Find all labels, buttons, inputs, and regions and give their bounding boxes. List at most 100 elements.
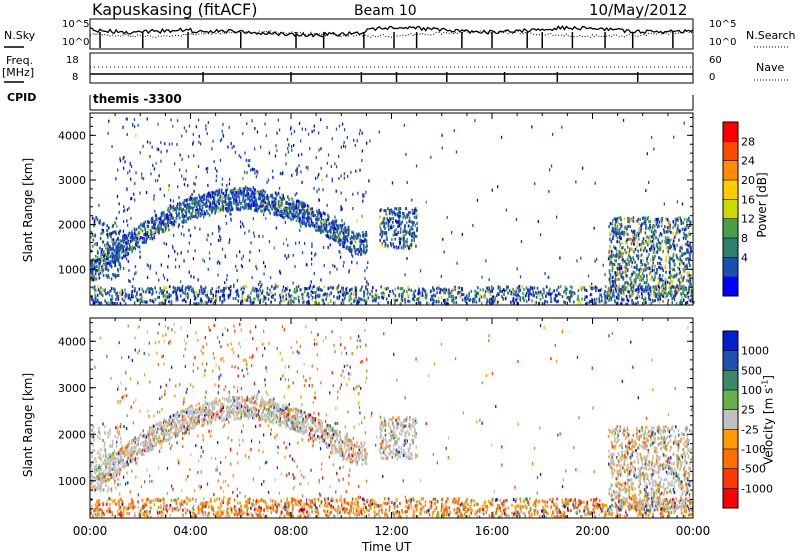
power-cell — [221, 247, 224, 251]
power-cell — [667, 250, 669, 253]
power-cell — [333, 238, 336, 242]
power-cell — [605, 300, 608, 304]
nave-label: Nave — [756, 61, 785, 74]
power-cell — [392, 220, 394, 224]
power-cell — [237, 299, 239, 303]
power-cell — [610, 232, 612, 236]
power-cell — [525, 292, 528, 295]
power-cell — [633, 288, 635, 292]
power-cell — [142, 300, 144, 304]
power-cell — [367, 261, 369, 265]
chart-title: Kapuskasing (fitACF) — [92, 0, 258, 19]
power-cell — [246, 171, 248, 175]
power-cell — [94, 274, 97, 278]
power-cell — [352, 254, 354, 258]
power-cell — [169, 204, 171, 208]
power-cell — [219, 227, 221, 231]
power-cell — [95, 269, 97, 273]
power-cell — [299, 204, 302, 208]
power-cell — [416, 228, 418, 232]
power-cell — [452, 294, 455, 298]
power-cell — [612, 289, 614, 293]
power-cell — [358, 296, 360, 300]
power-cell — [455, 301, 458, 305]
power-cell — [233, 144, 235, 148]
power-cell — [286, 138, 289, 141]
power-cell — [556, 288, 558, 292]
power-cell — [193, 205, 196, 209]
power-cell — [680, 285, 683, 289]
power-cell — [635, 283, 637, 287]
power-cell — [104, 267, 107, 271]
power-cell — [97, 288, 100, 292]
power-cell — [352, 207, 354, 210]
power-cell — [130, 177, 132, 181]
power-cell — [614, 227, 617, 231]
power-cell — [671, 266, 673, 270]
power-cell — [189, 212, 192, 216]
power-cell — [304, 290, 306, 294]
power-cell — [234, 297, 237, 301]
power-cell — [434, 294, 437, 298]
power-cell — [625, 264, 627, 268]
power-cell — [342, 302, 345, 306]
power-cell — [691, 299, 693, 303]
power-cell — [290, 210, 292, 214]
power-cell — [188, 202, 191, 206]
power-cell — [595, 289, 597, 293]
power-cell — [655, 236, 657, 240]
power-cell — [312, 211, 315, 215]
power-cell — [585, 295, 588, 299]
power-cell — [192, 209, 194, 212]
power-cell — [172, 216, 175, 220]
power-cell — [268, 240, 271, 244]
power-cell — [124, 160, 126, 164]
power-cell — [297, 204, 300, 208]
power-cell — [309, 207, 312, 211]
power-cell — [351, 253, 353, 257]
power-cell — [622, 285, 624, 289]
power-cell — [215, 189, 218, 193]
power-cell — [92, 278, 94, 282]
power-cell — [340, 205, 342, 209]
power-cell — [342, 286, 344, 290]
power-cell — [106, 228, 108, 232]
power-cell — [198, 134, 200, 138]
power-cell — [105, 261, 107, 265]
power-cell — [486, 286, 488, 290]
power-cell — [652, 243, 655, 247]
power-cell — [211, 194, 214, 198]
power-cell — [161, 214, 163, 218]
power-cell — [399, 211, 401, 215]
power-cell — [676, 284, 679, 288]
power-cell — [391, 238, 393, 242]
power-cell — [610, 260, 613, 264]
power-cell — [188, 228, 190, 232]
power-cell — [118, 232, 120, 236]
power-cell — [158, 291, 161, 295]
power-cell — [282, 295, 285, 299]
power-cell — [194, 200, 197, 204]
power-cell — [169, 219, 172, 223]
power-cell — [332, 286, 334, 290]
power-cell — [91, 261, 94, 265]
power-cell — [181, 299, 184, 303]
power-cell — [627, 281, 629, 285]
power-cell — [108, 119, 110, 123]
power-cell — [237, 293, 239, 296]
power-cell — [304, 287, 306, 290]
power-cell — [604, 290, 606, 293]
power-cell — [293, 130, 296, 133]
power-cell — [229, 285, 232, 289]
power-cell — [653, 293, 655, 297]
power-cell — [365, 190, 367, 194]
power-cell — [206, 170, 208, 174]
power-cell — [119, 302, 122, 306]
power-cell — [155, 227, 158, 231]
power-cell — [228, 125, 230, 129]
power-cell — [234, 197, 237, 201]
power-cell — [105, 266, 108, 270]
power-cell — [93, 220, 96, 224]
power-cell — [162, 294, 165, 298]
power-cell — [645, 281, 648, 285]
